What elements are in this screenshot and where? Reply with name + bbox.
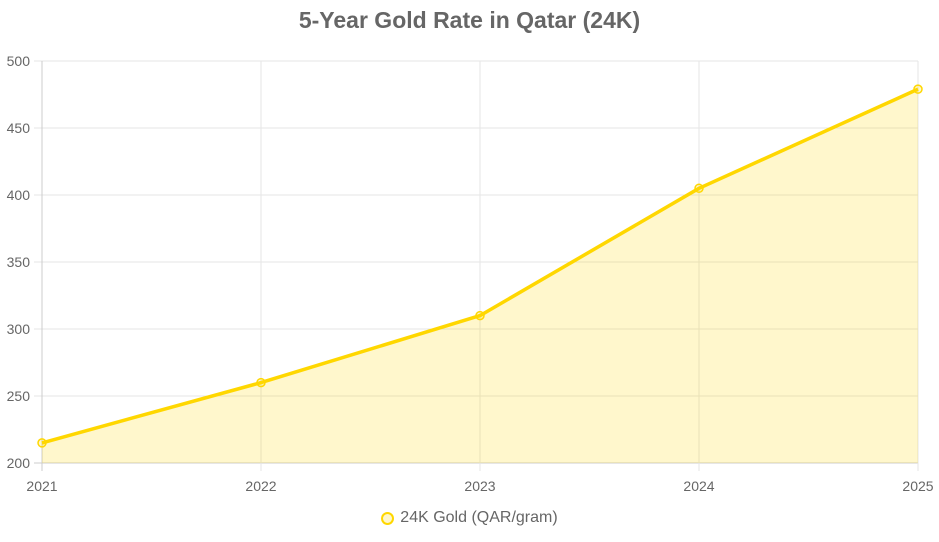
area-fill [42,89,918,463]
y-tick-label: 450 [7,120,31,136]
x-tick-label: 2025 [902,478,933,494]
x-tick-label: 2022 [245,478,276,494]
legend: 24K Gold (QAR/gram) [0,509,939,527]
data-point[interactable] [475,310,485,321]
x-axis-ticks: 2021 2022 2023 2024 2025 [26,478,933,494]
legend-label[interactable]: 24K Gold (QAR/gram) [400,509,558,526]
chart-title: 5-Year Gold Rate in Qatar (24K) [298,7,641,33]
grid-lines [34,60,919,471]
data-point[interactable] [913,84,923,94]
y-tick-label: 350 [7,254,31,270]
x-tick-label: 2023 [464,478,495,494]
data-point[interactable] [694,183,704,194]
legend-circle-icon[interactable] [381,511,395,525]
y-tick-label: 400 [7,187,31,203]
y-tick-label: 250 [7,388,31,404]
data-points [37,84,923,448]
x-tick-label: 2024 [683,478,714,494]
data-line [41,87,919,445]
y-tick-label: 300 [7,321,31,337]
data-point[interactable] [256,377,266,388]
y-axis-ticks: 200 250 300 350 400 450 500 [7,53,31,471]
x-tick-label: 2021 [26,478,57,494]
y-tick-label: 500 [7,53,31,69]
data-point[interactable] [37,438,47,448]
y-tick-label: 200 [7,455,31,471]
